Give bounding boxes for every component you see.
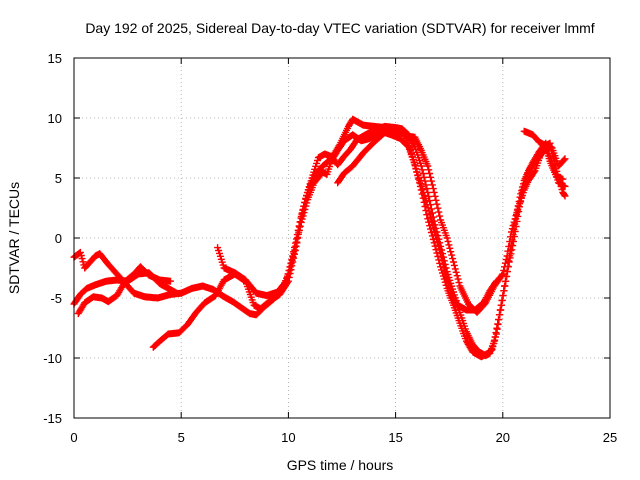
x-tick-label: 25 (603, 430, 617, 445)
data-point-markers (520, 127, 569, 200)
x-tick-label: 20 (496, 430, 510, 445)
y-tick-label: -10 (43, 351, 62, 366)
x-tick-label: 10 (281, 430, 295, 445)
x-tick-label: 15 (388, 430, 402, 445)
y-axis-label: SDTVAR / TECUs (6, 182, 22, 294)
x-tick-labels: 0 5 10 15 20 25 (70, 430, 617, 445)
chart-title: Day 192 of 2025, Sidereal Day-to-day VTE… (85, 20, 594, 36)
x-tick-label: 5 (178, 430, 185, 445)
series-track-7 (334, 125, 569, 316)
y-tick-label: -5 (50, 291, 62, 306)
y-tick-label: 5 (55, 171, 62, 186)
series-track-3 (74, 263, 174, 318)
y-tick-label: 0 (55, 231, 62, 246)
x-axis-label: GPS time / hours (287, 457, 394, 473)
data-points (70, 115, 569, 361)
series-track-8 (520, 127, 569, 200)
y-tick-label: 10 (48, 111, 62, 126)
plot-frame (73, 57, 611, 419)
y-tick-label: -15 (43, 411, 62, 426)
data-point-markers (334, 125, 569, 316)
data-point-markers (74, 263, 174, 318)
y-tick-labels: -15 -10 -5 0 5 10 15 (43, 51, 62, 426)
x-tick-label: 0 (70, 430, 77, 445)
y-tick-label: 15 (48, 51, 62, 66)
